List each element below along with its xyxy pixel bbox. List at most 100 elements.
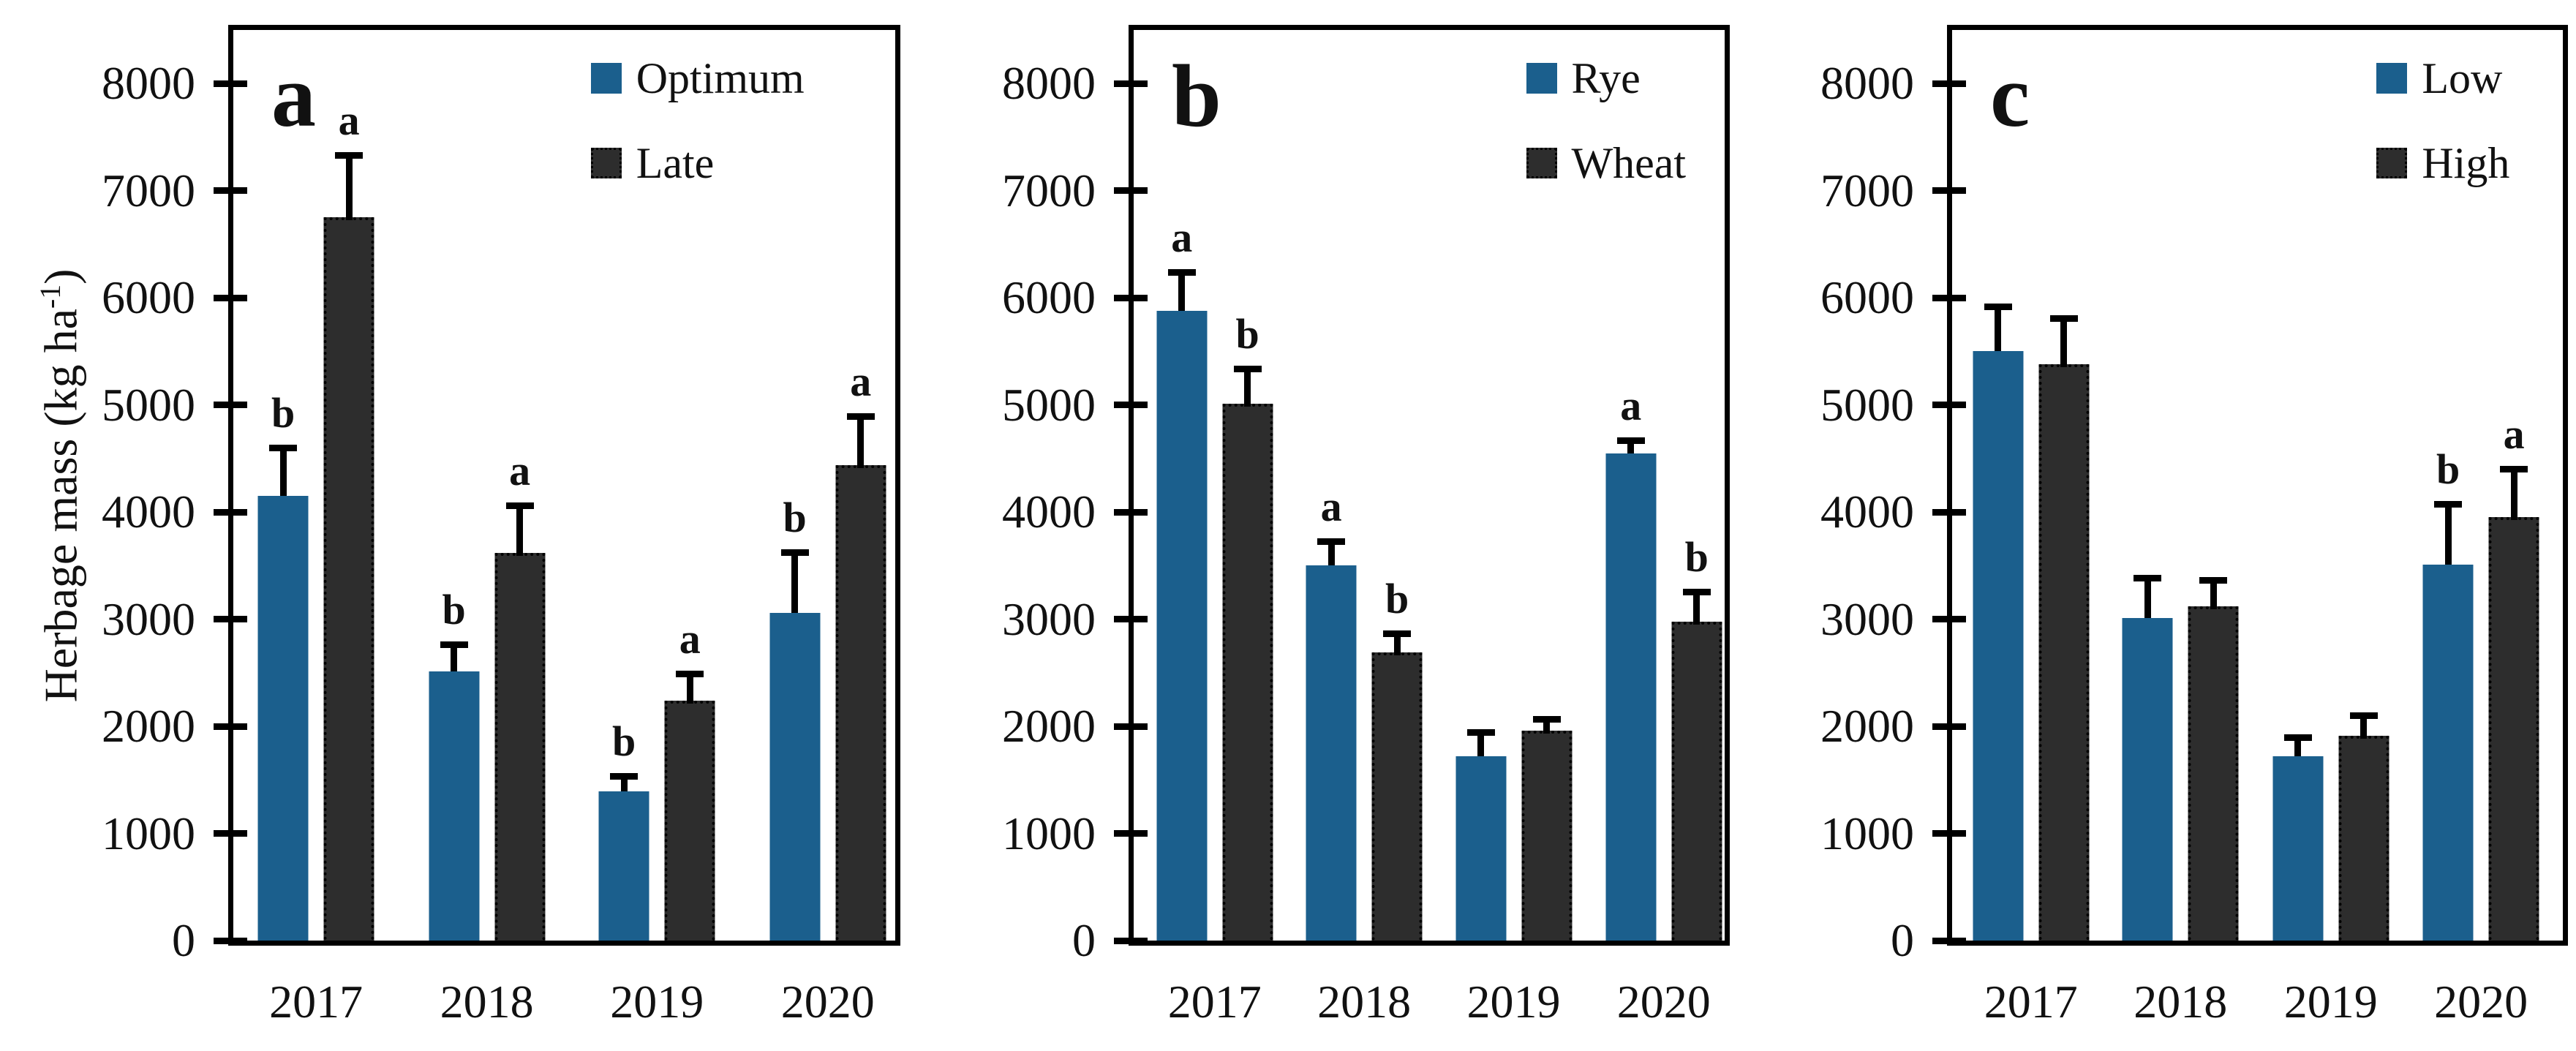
legend-item-wheat: Wheat (1526, 139, 1687, 187)
y-tick-mark (214, 402, 247, 409)
y-tick-label: 8000 (102, 57, 195, 110)
bar-high-2017 (2038, 314, 2090, 941)
bar-wheat-2018: b (1371, 578, 1423, 941)
significance-letter: b (1684, 533, 1709, 581)
y-tick-label: 5000 (1820, 378, 1914, 431)
y-tick-mark (214, 937, 247, 944)
y-tick-label: 4000 (102, 486, 195, 538)
bar-late-2018: a (494, 449, 546, 941)
error-bar (2294, 734, 2302, 757)
x-tick-label-2019: 2019 (610, 976, 704, 1028)
x-tick-label-2018: 2018 (2134, 976, 2228, 1028)
x-tick-label-2020: 2020 (780, 976, 875, 1028)
y-tick-label: 6000 (1002, 271, 1096, 324)
y-axis-title-text: Herbage mass (kg ha (34, 308, 87, 702)
legend-label: Optimum (636, 54, 805, 102)
bar-high-2018 (2188, 577, 2239, 941)
error-bar (1693, 589, 1701, 625)
legend: Rye Wheat (1526, 54, 1687, 187)
y-tick-mark (1932, 508, 1966, 516)
bar-wheat-2020: b (1671, 536, 1722, 941)
y-tick-label: 7000 (102, 164, 195, 216)
error-bar (2144, 574, 2151, 619)
legend-label: High (2422, 139, 2510, 187)
bar-low-2018 (2122, 574, 2173, 941)
x-tick-label-2017: 2017 (269, 976, 364, 1028)
bar-group-2017 (1973, 30, 2090, 941)
error-bar (1244, 365, 1251, 407)
significance-letter: a (2503, 410, 2525, 458)
bar-optimum-2018: b (429, 588, 480, 941)
legend-item-optimum: Optimum (590, 54, 805, 102)
y-tick-label: 0 (1891, 914, 1914, 966)
y-tick-label: 0 (172, 914, 195, 966)
y-axis-title-close: ) (34, 268, 87, 285)
error-bar (2444, 501, 2452, 565)
significance-letter: b (612, 717, 636, 765)
panel-c: 0 1000 2000 3000 4000 5000 6000 7000 8000 c Low Hig… (1820, 25, 2568, 1025)
bar-late-2017: a (323, 99, 374, 941)
panel-b: 0 1000 2000 3000 4000 5000 6000 7000 8000 b Rye Whe… (1002, 25, 1730, 1025)
y-tick-mark (1932, 830, 1966, 837)
bar-optimum-2020: b (769, 497, 821, 941)
significance-letter: a (1171, 213, 1193, 261)
y-tick-label: 3000 (1002, 592, 1096, 645)
y-tick-mark (1114, 723, 1148, 730)
bar-high-2020: a (2488, 413, 2539, 941)
bar-group-2019 (2272, 30, 2389, 941)
significance-letter: a (1320, 483, 1342, 531)
y-tick-label: 1000 (1820, 807, 1914, 859)
y-tick-mark (214, 508, 247, 516)
y-tick-mark (1114, 80, 1148, 87)
legend-item-high: High (2376, 141, 2509, 185)
x-tick-label-2020: 2020 (1616, 976, 1711, 1028)
panel-a: Herbage mass (kg ha-1) 0 1000 2000 3000 4000… (34, 25, 900, 1025)
legend-label: Wheat (1571, 139, 1687, 187)
y-tick-mark (214, 723, 247, 730)
significance-letter: a (850, 357, 872, 405)
panel-letter-b: b (1172, 47, 1221, 146)
bar-wheat-2017: b (1222, 312, 1273, 941)
y-tick-label: 7000 (1820, 164, 1914, 216)
significance-letter: b (442, 585, 466, 633)
error-bar (1477, 728, 1485, 757)
y-tick-mark (1932, 187, 1966, 195)
plot-area-c: 0 1000 2000 3000 4000 5000 6000 7000 8000 c Low Hig… (1820, 25, 2568, 1025)
legend-label: Rye (1571, 54, 1641, 102)
error-bar (857, 413, 865, 468)
error-bar (791, 549, 799, 613)
x-tick-label-2019: 2019 (2283, 976, 2378, 1028)
x-tick-label-2018: 2018 (1317, 976, 1412, 1028)
y-tick-label: 4000 (1002, 486, 1096, 538)
y-tick-mark (214, 80, 247, 87)
error-bar (451, 641, 458, 672)
bar-late-2020: a (835, 360, 886, 941)
significance-letter: b (1235, 309, 1259, 358)
y-tick-mark (1114, 616, 1148, 623)
bar-rye-2018: a (1306, 486, 1357, 941)
y-tick-mark (214, 830, 247, 837)
legend: Low High (2376, 56, 2509, 185)
error-bar (1995, 303, 2002, 352)
y-tick-mark (1932, 80, 1966, 87)
error-bar (2360, 712, 2368, 739)
legend-label: Low (2422, 54, 2503, 102)
bar-optimum-2017: b (257, 391, 309, 941)
y-tick-label: 7000 (1002, 164, 1096, 216)
y-tick-mark (1932, 294, 1966, 301)
bar-group-2018 (2122, 30, 2239, 941)
significance-letter: b (271, 388, 295, 437)
y-tick-label: 3000 (102, 592, 195, 645)
legend-swatch-icon (590, 148, 622, 178)
bar-low-2020: b (2422, 448, 2474, 941)
y-axis-title-superscript: -1 (34, 284, 67, 309)
bar-rye-2020: a (1605, 384, 1657, 941)
bar-group-2019 (1455, 30, 1573, 941)
significance-letter: b (1385, 575, 1409, 623)
bar-wheat-2019 (1521, 715, 1573, 941)
